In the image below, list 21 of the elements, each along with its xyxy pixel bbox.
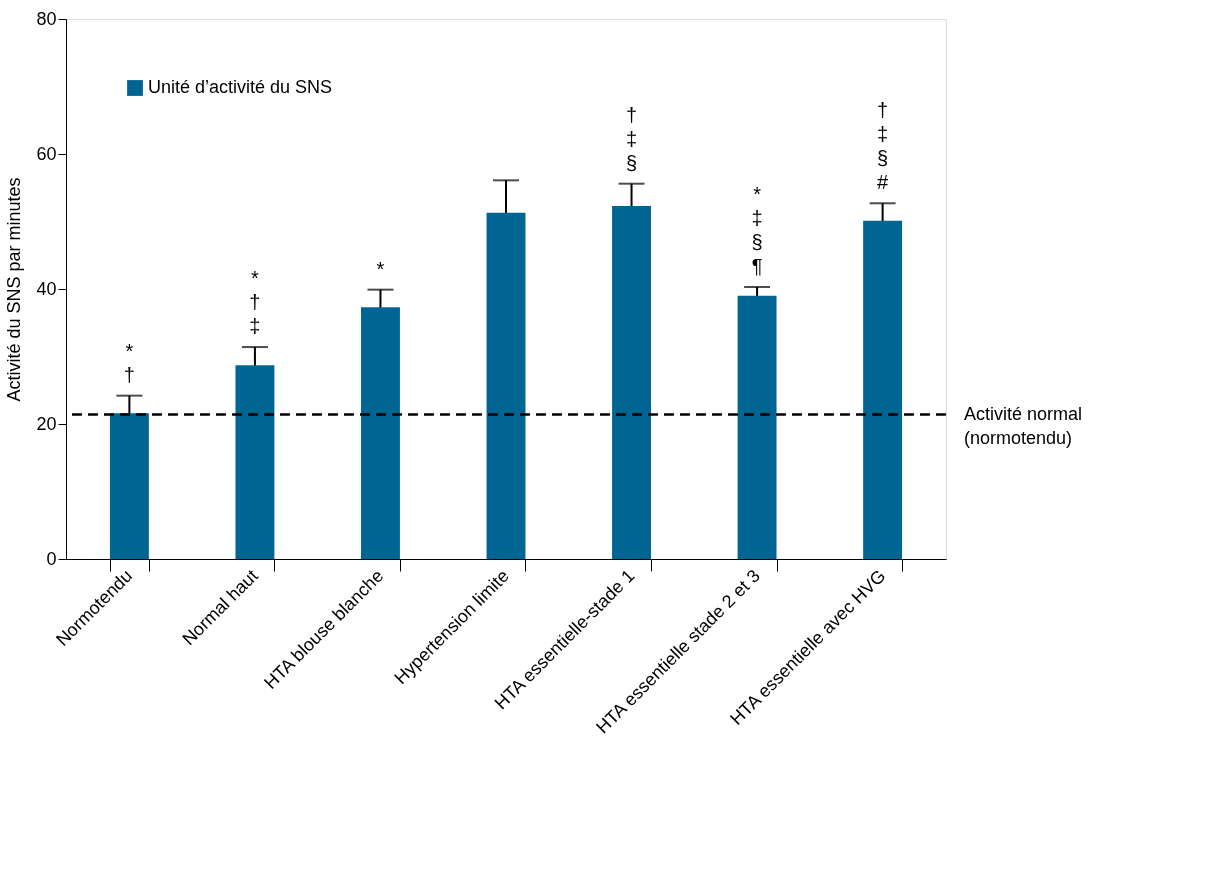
y-tick-label: 0: [46, 548, 57, 569]
bar: [737, 295, 777, 559]
data-label: * †: [123, 339, 135, 386]
data-label: * ‡ § ¶: [751, 182, 763, 277]
y-tick-label: 80: [36, 8, 57, 29]
bar: [109, 413, 149, 559]
bar: [235, 365, 275, 559]
y-tick-label: 60: [36, 143, 57, 164]
y-axis-title: Activité du SNS par minutes: [4, 177, 25, 402]
y-tick-label: 40: [36, 278, 57, 299]
bar: [863, 220, 903, 559]
bar: [612, 205, 651, 559]
data-label: * † ‡: [249, 267, 261, 338]
y-tick-label: 20: [36, 413, 57, 434]
bar: [361, 307, 400, 559]
data-label: † ‡ § #: [877, 99, 890, 194]
legend-label: Unité d’activité du SNS: [148, 77, 333, 97]
data-label: † ‡ §: [625, 103, 638, 174]
ref-line-label: Activité normal (normotendu): [964, 403, 1083, 448]
data-label: *: [376, 257, 385, 280]
bar: [486, 212, 526, 559]
